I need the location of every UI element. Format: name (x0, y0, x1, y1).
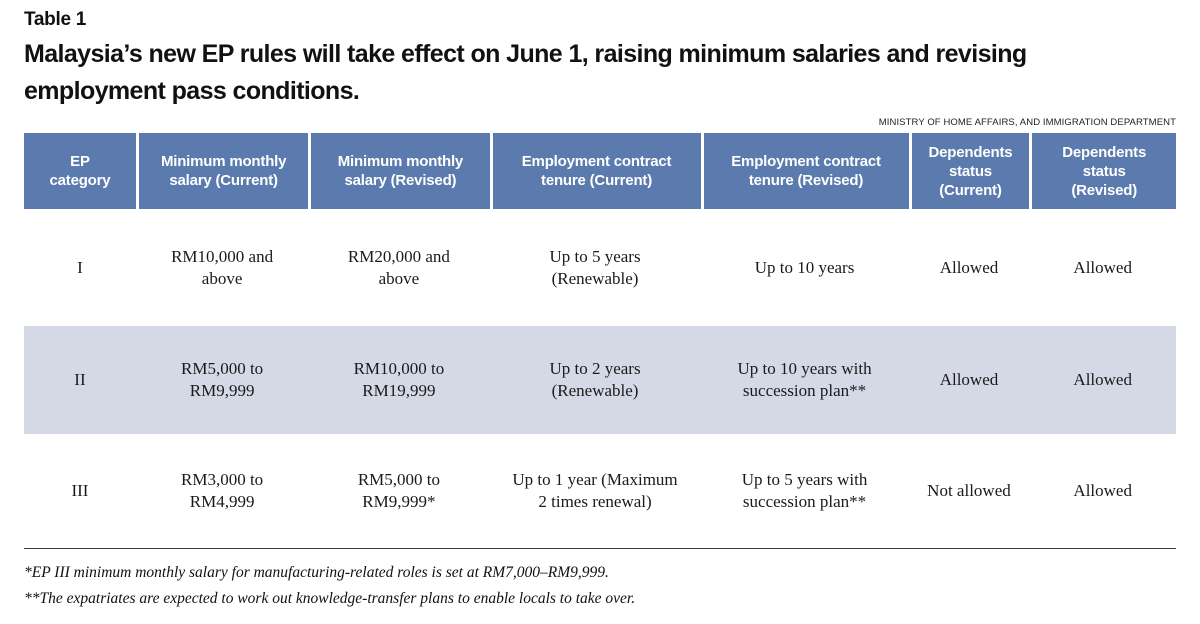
header-row: EP category Minimum monthly salary (Curr… (24, 133, 1176, 209)
cell-ep2-tenure-revised: Up to 10 years with succession plan** (737, 359, 872, 400)
cell-ep1-dependents-current: Allowed (939, 257, 999, 277)
figure-title: Malaysia’s new EP rules will take effect… (24, 40, 1027, 105)
footnote-succession-plan: **The expatriates are expected to work o… (24, 590, 636, 607)
cell-ep1-salary-revised: RM20,000 and above (347, 246, 450, 288)
table-label: Table 1 (24, 9, 86, 30)
data-table: EP category Minimum monthly salary (Curr… (24, 133, 1176, 548)
table-row-ep3: III RM3,000 to RM4,999 RM5,000 to RM9,99… (24, 434, 1176, 548)
cell-ep2-salary-revised: RM10,000 to RM19,999 (353, 359, 445, 400)
header-cell-tenure-current: Employment contract tenure (Current) (489, 133, 701, 209)
source-attribution: MINISTRY OF HOME AFFAIRS, AND IMMIGRATIO… (878, 117, 1176, 128)
cell-ep3-tenure-revised: Up to 5 years with succession plan** (741, 470, 868, 511)
cell-ep1-tenure-current: Up to 5 years (Renewable) (549, 246, 641, 288)
header-cell-dependents-current: Dependents status (Current) (908, 133, 1030, 209)
table-row-ep2: II RM5,000 to RM9,999 RM10,000 to RM19,9… (24, 326, 1176, 434)
footnotes: *EP III minimum monthly salary for manuf… (24, 560, 1176, 612)
footnote-divider (24, 548, 1176, 549)
cell-ep3-dependents-revised: Allowed (1073, 481, 1132, 500)
table-body: I RM10,000 and above RM20,000 and above … (24, 209, 1176, 548)
header-cell-dependents-revised: Dependents status (Revised) (1029, 133, 1176, 209)
cell-ep3-salary-revised: RM5,000 to RM9,999* (357, 470, 440, 511)
cell-ep3-tenure-current: Up to 1 year (Maximum 2 times renewal) (512, 470, 678, 511)
cell-ep2-dependents-current: Allowed (939, 370, 999, 389)
cell-ep1-category: I (77, 257, 83, 277)
cell-ep1-tenure-revised: Up to 10 years (754, 257, 855, 277)
cell-ep2-tenure-current: Up to 2 years (Renewable) (549, 359, 641, 400)
header-cell-min-salary-revised: Minimum monthly salary (Revised) (308, 133, 490, 209)
cell-ep3-category: III (71, 481, 89, 500)
header-cell-min-salary-current: Minimum monthly salary (Current) (135, 133, 309, 209)
cell-ep2-category: II (74, 370, 86, 389)
cell-ep2-salary-current: RM5,000 to RM9,999 (181, 359, 264, 400)
cell-ep3-salary-current: RM3,000 to RM4,999 (181, 470, 264, 511)
table-row-ep1: I RM10,000 and above RM20,000 and above … (24, 209, 1176, 326)
header-cell-ep-category: EP category (24, 133, 136, 209)
footnote-ep3-salary: *EP III minimum monthly salary for manuf… (24, 564, 609, 581)
cell-ep3-dependents-current: Not allowed (927, 481, 1011, 500)
cell-ep2-dependents-revised: Allowed (1073, 370, 1132, 389)
cell-ep1-dependents-revised: Allowed (1073, 257, 1132, 277)
header-cell-tenure-revised: Employment contract tenure (Revised) (700, 133, 909, 209)
cell-ep1-salary-current: RM10,000 and above (171, 246, 274, 288)
